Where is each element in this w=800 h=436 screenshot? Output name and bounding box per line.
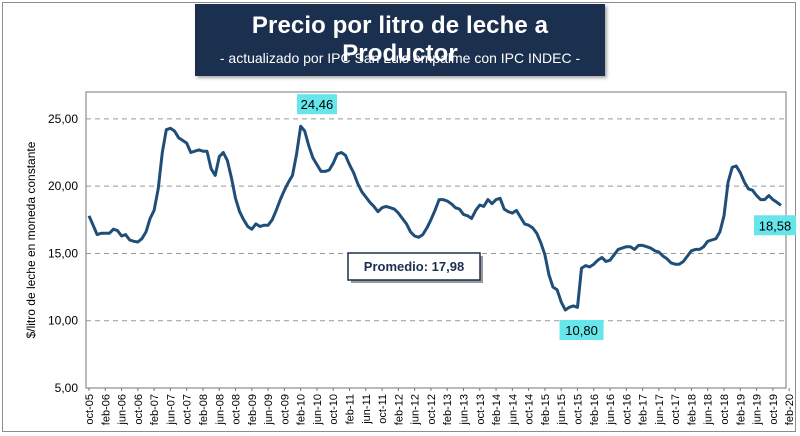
x-tick-label: jun-09 <box>263 394 275 426</box>
y-tick-label: 25,00 <box>48 112 78 126</box>
x-tick-label: oct-07 <box>182 394 194 425</box>
x-tick-label: feb-07 <box>149 394 161 425</box>
x-tick-label: oct-13 <box>475 394 487 425</box>
x-tick-label: feb-12 <box>393 394 405 425</box>
y-tick-label: 15,00 <box>48 246 78 260</box>
average-box <box>347 252 481 281</box>
y-tick-label: 20,00 <box>48 179 78 193</box>
x-tick-label: oct-11 <box>377 394 389 424</box>
x-tick-label: jun-13 <box>458 394 470 426</box>
x-tick-label: jun-11 <box>361 394 373 425</box>
x-tick-label: jun-14 <box>507 394 519 426</box>
x-tick-label: feb-17 <box>638 394 650 425</box>
x-tick-label: feb-18 <box>686 394 698 425</box>
x-tick-label: feb-13 <box>442 394 454 425</box>
x-tick-label: feb-20 <box>784 394 796 425</box>
x-tick-label: oct-05 <box>84 394 96 425</box>
data-label-box <box>559 319 604 340</box>
x-tick-label: feb-11 <box>345 394 357 424</box>
x-tick-label: jun-12 <box>410 394 422 426</box>
x-tick-label: feb-16 <box>589 394 601 425</box>
x-tick-label: feb-10 <box>296 394 308 425</box>
x-tick-label: oct-14 <box>524 394 536 425</box>
x-tick-label: feb-19 <box>735 394 747 425</box>
x-tick-label: jun-06 <box>117 394 129 426</box>
y-axis-title: $/litro de leche en moneda constante <box>24 141 38 338</box>
x-tick-label: oct-08 <box>231 394 243 425</box>
x-tick-label: oct-17 <box>670 394 682 425</box>
x-tick-label: jun-08 <box>214 394 226 426</box>
x-tick-label: feb-06 <box>100 394 112 425</box>
x-tick-label: jun-15 <box>556 394 568 426</box>
x-tick-label: oct-15 <box>572 394 584 425</box>
series-line <box>87 124 782 312</box>
x-tick-label: feb-14 <box>491 394 503 425</box>
x-tick-label: feb-08 <box>198 394 210 425</box>
x-tick-label: jun-18 <box>703 394 715 426</box>
data-label: 10,80 <box>565 323 598 338</box>
chart-title: Precio por litro de leche a Productor <box>251 12 549 67</box>
y-tick-label: 5,00 <box>55 381 79 395</box>
x-tick-label: oct-09 <box>279 394 291 425</box>
data-label: 24,46 <box>301 97 334 112</box>
x-tick-label: feb-09 <box>247 394 259 425</box>
title-banner: Precio por litro de leche a Productor - … <box>195 4 605 76</box>
x-tick-label: oct-12 <box>426 394 438 425</box>
x-tick-label: oct-18 <box>719 394 731 425</box>
average-label: Promedio: 17,98 <box>364 259 464 274</box>
x-tick-label: oct-10 <box>328 394 340 425</box>
x-tick-label: jun-07 <box>165 394 177 426</box>
chart-subtitle: - actualizado por IPC San Luis empalme c… <box>219 50 581 66</box>
x-tick-label: jun-16 <box>605 394 617 426</box>
x-tick-label: jun-19 <box>752 394 764 426</box>
x-tick-label: oct-19 <box>768 394 780 425</box>
data-label-box <box>296 94 337 115</box>
x-tick-label: oct-06 <box>133 394 145 425</box>
data-label: 18,58 <box>759 218 792 233</box>
x-tick-label: jun-10 <box>312 394 324 426</box>
plot-area <box>85 91 787 389</box>
x-tick-label: feb-15 <box>540 394 552 425</box>
x-tick-label: oct-16 <box>621 394 633 425</box>
y-tick-label: 10,00 <box>48 314 78 328</box>
x-tick-label: jun-17 <box>654 394 666 426</box>
data-label-box <box>754 215 796 236</box>
